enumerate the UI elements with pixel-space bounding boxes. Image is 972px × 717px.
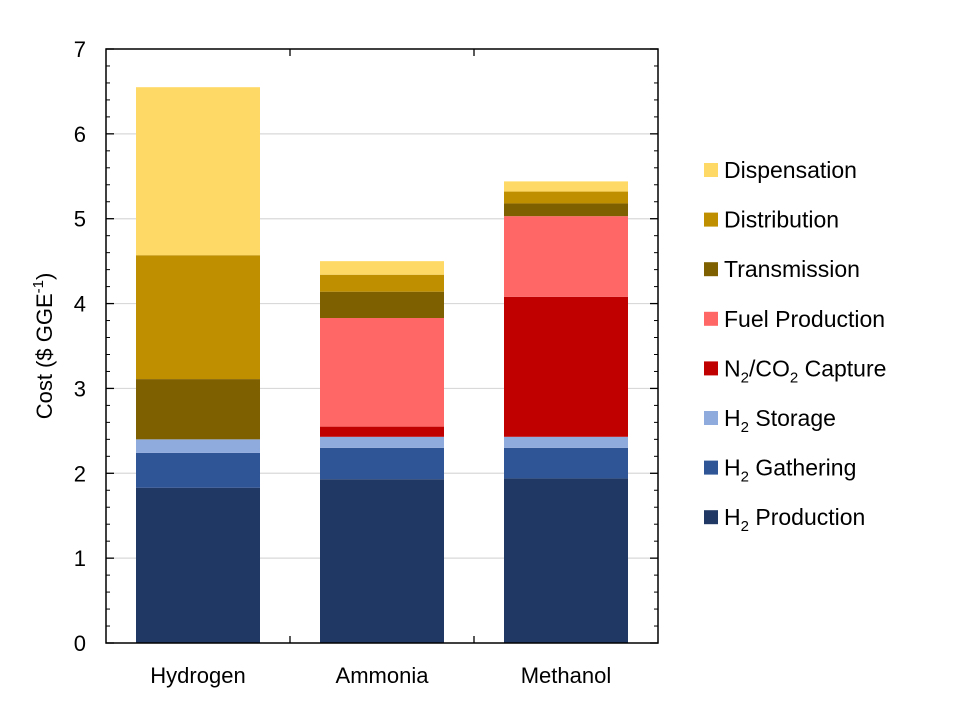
legend-label-part: H: [724, 455, 741, 481]
legend-swatch: [704, 163, 718, 177]
legend-label-part: 2: [790, 369, 798, 386]
y-axis-title: Cost ($ GGE-1): [30, 273, 57, 420]
bar-segment: [504, 191, 628, 204]
legend-item: H2 Production: [704, 504, 865, 535]
legend-label-part: 2: [741, 518, 749, 535]
legend-label: Dispensation: [724, 157, 857, 183]
bar-segment: [136, 452, 260, 488]
legend-label: Distribution: [724, 207, 839, 233]
y-tick-label: 5: [74, 207, 86, 232]
bar-segment: [320, 261, 444, 275]
legend-label-part: Production: [749, 504, 865, 530]
legend-swatch: [704, 411, 718, 425]
legend-label-part: H: [724, 405, 741, 431]
legend: Dispensation Distribution Transmission Fuel…: [704, 157, 886, 535]
legend-label-part: H: [724, 504, 741, 530]
legend-item: Distribution: [704, 207, 839, 233]
legend-item: Fuel Production: [704, 306, 885, 332]
x-category-labels: Hydrogen Ammonia Methanol: [150, 663, 611, 688]
y-tick-label: 4: [74, 292, 86, 317]
legend-label-part: 2: [741, 369, 749, 386]
bar-segment: [136, 379, 260, 440]
y-tick-label: 6: [74, 122, 86, 147]
y-tick-label: 0: [74, 631, 86, 656]
bar-segment: [136, 487, 260, 643]
legend-label-part: 2: [741, 419, 749, 436]
bar-segment: [136, 87, 260, 256]
legend-swatch: [704, 361, 718, 376]
x-category-label: Hydrogen: [150, 663, 245, 688]
legend-label-part: Gathering: [749, 455, 856, 481]
legend-swatch: [704, 460, 718, 475]
legend-label-part: Capture: [798, 355, 886, 381]
legend-label: Fuel Production: [724, 306, 885, 332]
legend-swatch: [704, 311, 718, 326]
bar-segment: [320, 317, 444, 427]
bar-segment: [504, 203, 628, 217]
bar-segment: [504, 436, 628, 448]
bar-segment: [320, 426, 444, 437]
bar-segment: [320, 291, 444, 318]
bar-segment: [320, 274, 444, 292]
bar-segment: [504, 296, 628, 437]
y-axis-title-main: Cost ($ GGE: [32, 293, 57, 419]
bar-segment: [504, 447, 628, 479]
legend-label-part: 2: [741, 469, 749, 486]
legend-label-part: Storage: [749, 405, 836, 431]
legend-item: Transmission: [704, 256, 860, 282]
legend-swatch: [704, 212, 718, 227]
x-category-label: Methanol: [521, 663, 612, 688]
y-tick-labels: 0 1 2 3 4 5 6 7: [74, 37, 86, 656]
legend-swatch: [704, 510, 718, 525]
x-category-label: Ammonia: [336, 663, 430, 688]
bar-segment: [320, 447, 444, 480]
bar-segment: [320, 479, 444, 643]
axis-ticks: [106, 48, 658, 644]
legend-label: H2 Storage: [724, 405, 836, 436]
bar-segment: [504, 181, 628, 192]
legend-item: N2/CO2 Capture: [704, 355, 886, 386]
legend-label: H2 Production: [724, 504, 865, 535]
legend-item: Dispensation: [704, 157, 857, 183]
legend-label: N2/CO2 Capture: [724, 355, 886, 386]
legend-label-part: /CO: [749, 355, 790, 381]
legend-swatch: [704, 262, 718, 277]
bar-segment: [504, 478, 628, 643]
bar-segment: [320, 436, 444, 448]
bar-segment: [136, 439, 260, 453]
legend-item: H2 Gathering: [704, 455, 856, 486]
y-axis-title-tail: ): [32, 273, 57, 280]
legend-item: H2 Storage: [704, 405, 836, 436]
y-axis-title-sup: -1: [30, 280, 47, 293]
y-tick-label: 2: [74, 461, 86, 486]
bars: [136, 87, 628, 643]
y-tick-label: 7: [74, 37, 86, 62]
bar-segment: [504, 216, 628, 297]
y-tick-label: 3: [74, 376, 86, 401]
plot-area-frame: [105, 48, 659, 644]
bar-segment: [136, 255, 260, 380]
y-tick-label: 1: [74, 546, 86, 571]
legend-label: H2 Gathering: [724, 455, 856, 486]
legend-label: Transmission: [724, 256, 860, 282]
legend-label-part: N: [724, 355, 741, 381]
